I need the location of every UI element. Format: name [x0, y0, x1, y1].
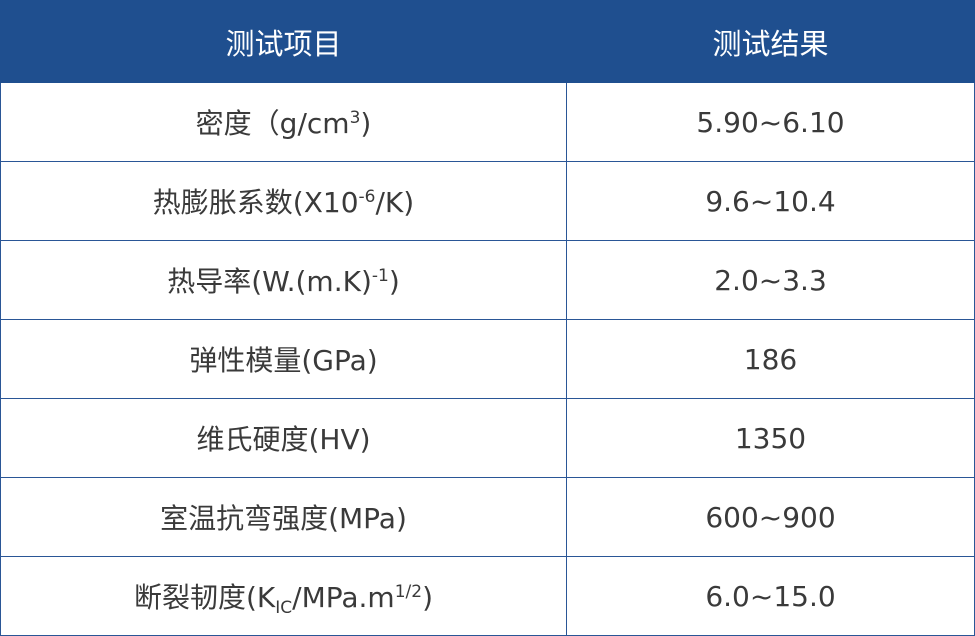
label-text: 室温抗弯强度(MPa)	[160, 502, 407, 535]
label-text: 密度（g/cm	[195, 107, 350, 140]
row-value: 9.6~10.4	[566, 161, 975, 241]
table-row: 室温抗弯强度(MPa) 600~900	[0, 477, 975, 557]
label-sub: IC	[275, 598, 293, 618]
row-value: 1350	[566, 398, 975, 478]
table-row: 弹性模量(GPa) 186	[0, 319, 975, 399]
row-label: 热膨胀系数(X10-6/K)	[0, 161, 567, 241]
row-value: 6.0~15.0	[566, 556, 975, 636]
label-sup: -1	[371, 266, 389, 286]
table-row: 热膨胀系数(X10-6/K) 9.6~10.4	[0, 161, 975, 241]
label-tail: /K)	[375, 186, 415, 219]
row-value: 2.0~3.3	[566, 240, 975, 320]
label-sup: 3	[349, 108, 361, 128]
row-label: 断裂韧度(KIC/MPa.m1/2)	[0, 556, 567, 636]
label-tail: )	[422, 581, 434, 614]
label-text: 断裂韧度(K	[133, 581, 276, 614]
table-row: 维氏硬度(HV) 1350	[0, 398, 975, 478]
row-value: 186	[566, 319, 975, 399]
label-text: 弹性模量(GPa)	[189, 344, 378, 377]
label-text: 热导率(W.(m.K)	[167, 265, 372, 298]
table-row: 密度（g/cm3) 5.90~6.10	[0, 82, 975, 162]
label-tail: )	[388, 265, 400, 298]
table-row: 热导率(W.(m.K)-1) 2.0~3.3	[0, 240, 975, 320]
row-value: 600~900	[566, 477, 975, 557]
label-text: 维氏硬度(HV)	[196, 423, 371, 456]
row-label: 维氏硬度(HV)	[0, 398, 567, 478]
label-tail: )	[360, 107, 372, 140]
label-mid: /MPa.m	[292, 581, 395, 614]
row-label: 密度（g/cm3)	[0, 82, 567, 162]
header-test-item: 测试项目	[0, 0, 567, 83]
label-text: 热膨胀系数(X10	[152, 186, 359, 219]
label-sup: 1/2	[394, 582, 423, 602]
table-row: 断裂韧度(KIC/MPa.m1/2) 6.0~15.0	[0, 556, 975, 636]
label-sup: -6	[358, 187, 376, 207]
row-label: 热导率(W.(m.K)-1)	[0, 240, 567, 320]
row-label: 弹性模量(GPa)	[0, 319, 567, 399]
header-test-result: 测试结果	[566, 0, 975, 83]
row-label: 室温抗弯强度(MPa)	[0, 477, 567, 557]
row-value: 5.90~6.10	[566, 82, 975, 162]
header-row: 测试项目 测试结果	[0, 0, 975, 83]
